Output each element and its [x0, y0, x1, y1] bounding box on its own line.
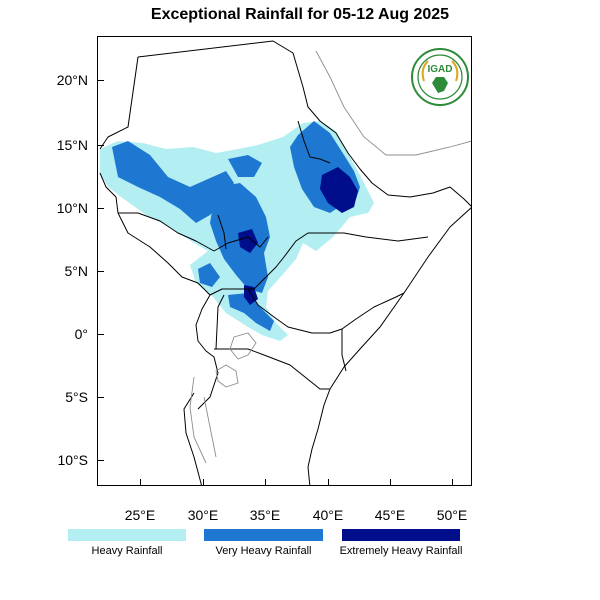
legend-swatch-heavy	[68, 529, 186, 541]
lon-label-30e: 30°E	[187, 507, 219, 523]
legend-label-very-heavy: Very Heavy Rainfall	[215, 545, 312, 557]
legend-swatch-extreme	[342, 529, 460, 541]
lon-tick-45e	[390, 479, 391, 486]
lon-label-25e: 25°E	[124, 507, 156, 523]
lat-tick-5s	[97, 397, 104, 398]
lat-label-0: 0°	[74, 326, 88, 342]
lat-label-5s: 5°S	[65, 389, 88, 405]
map-title: Exceptional Rainfall for 05-12 Aug 2025	[150, 6, 450, 23]
legend-label-heavy: Heavy Rainfall	[91, 545, 163, 557]
lon-label-45e: 45°E	[374, 507, 406, 523]
lon-tick-35e	[265, 479, 266, 486]
lon-tick-25e	[140, 479, 141, 486]
lakes-and-rivers	[189, 50, 471, 464]
lat-tick-20n	[97, 80, 104, 81]
igad-logo: IGAD	[411, 48, 469, 106]
lat-tick-15n	[97, 145, 104, 146]
extremely-heavy-rainfall-area	[238, 167, 358, 305]
lat-label-15n: 15°N	[56, 137, 88, 153]
lat-label-20n: 20°N	[56, 72, 88, 88]
lat-tick-10s	[97, 460, 104, 461]
lat-label-10s: 10°S	[57, 452, 88, 468]
lat-label-10n: 10°N	[56, 200, 88, 216]
lat-tick-0	[97, 334, 104, 335]
lon-tick-30e	[203, 479, 204, 486]
lon-tick-50e	[452, 479, 453, 486]
map-canvas	[99, 40, 471, 485]
lon-label-40e: 40°E	[312, 507, 344, 523]
legend-swatch-very-heavy	[204, 529, 323, 541]
country-borders	[99, 40, 471, 485]
lon-tick-40e	[328, 479, 329, 486]
logo-text: IGAD	[428, 64, 453, 75]
lon-label-35e: 35°E	[249, 507, 281, 523]
lon-label-50e: 50°E	[436, 507, 468, 523]
lat-tick-10n	[97, 208, 104, 209]
map-plot-area	[97, 36, 472, 486]
lat-tick-5n	[97, 271, 104, 272]
lat-label-5n: 5°N	[64, 263, 89, 279]
legend-label-extreme: Extremely Heavy Rainfall	[339, 545, 463, 557]
